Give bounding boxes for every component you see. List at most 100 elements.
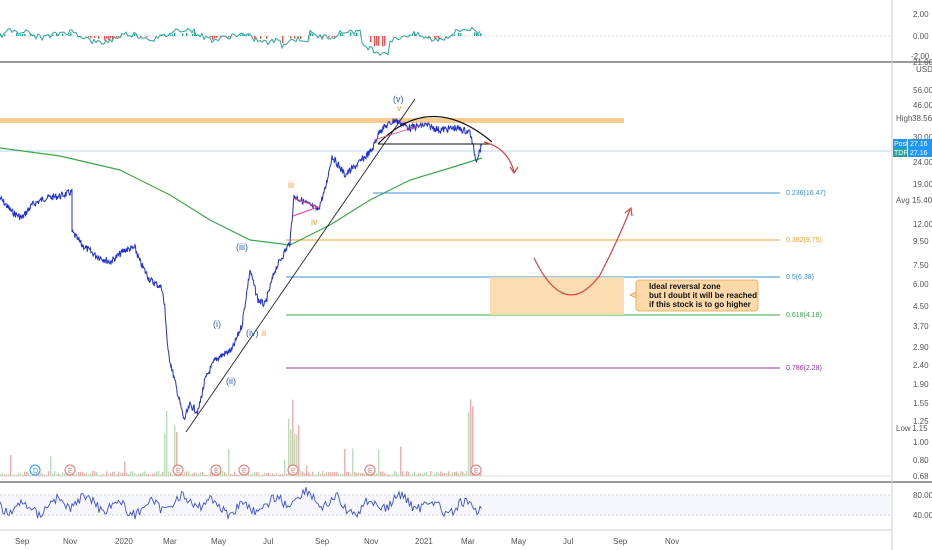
volume-bar <box>8 474 10 476</box>
volume-bar <box>308 472 310 476</box>
high-value: 38.56 <box>912 114 932 123</box>
volume-bar <box>450 474 452 476</box>
osc-bar <box>192 34 194 36</box>
volume-bar <box>290 429 292 476</box>
volume-bar <box>230 474 232 476</box>
resistance-band <box>0 118 624 123</box>
volume-bar <box>20 474 22 476</box>
volume-bar <box>210 472 212 476</box>
volume-bar <box>130 471 132 476</box>
osc-bar <box>342 34 344 36</box>
osc-bar <box>370 36 372 43</box>
osc-bar <box>112 36 114 40</box>
annotation-line-1: Ideal reversal zone <box>649 282 721 291</box>
x-tick-label: Nov <box>63 537 77 546</box>
x-tick-label: Jul <box>563 537 573 546</box>
volume-bar <box>120 472 122 476</box>
volume-bar <box>226 473 228 476</box>
volume-bar <box>112 471 114 476</box>
event-marker[interactable] <box>29 464 41 476</box>
event-marker[interactable] <box>64 464 76 476</box>
annotation-box[interactable] <box>635 279 759 312</box>
price-tick-label: 1.25 <box>913 417 929 426</box>
volume-bar <box>194 472 196 476</box>
tdf-badge <box>893 148 907 157</box>
volume-bar <box>110 473 112 476</box>
volume-bar <box>380 471 382 476</box>
price-tick-label: 4.50 <box>913 302 929 311</box>
volume-bar <box>136 474 138 476</box>
tdf-value: 27.16 <box>910 150 928 157</box>
volume-bar <box>228 448 230 476</box>
x-tick-label: Nov <box>364 537 378 546</box>
volume-bar <box>292 399 294 476</box>
volume-bar <box>10 455 12 476</box>
volume-bar <box>378 449 380 476</box>
event-marker-label: E <box>242 468 247 475</box>
osc-bar <box>354 34 356 36</box>
volume-bar <box>118 471 120 476</box>
wedge-pattern <box>292 197 320 217</box>
event-marker[interactable] <box>238 464 250 476</box>
wave-label-orange-ii: ii <box>262 328 266 338</box>
event-marker-label: D <box>33 468 38 475</box>
event-marker[interactable] <box>172 464 184 476</box>
volume-bar <box>464 473 466 476</box>
event-marker[interactable] <box>287 464 299 476</box>
tdf-label: TDF <box>894 150 908 157</box>
wave-label-iii: (iii) <box>236 242 248 252</box>
osc-bar <box>350 32 352 36</box>
osc-bar <box>294 36 296 39</box>
volume-bar <box>396 471 398 476</box>
down-arrow-head <box>509 166 519 175</box>
volume-bar <box>16 474 18 476</box>
volume-bar <box>86 472 88 476</box>
volume-bar <box>478 474 480 476</box>
volume-bar <box>406 471 408 476</box>
volume-bar <box>132 471 134 476</box>
volume-bar <box>142 471 144 476</box>
volume-bar <box>434 473 436 476</box>
annotation-line-3: if this stock is to go higher <box>649 300 751 309</box>
event-marker[interactable] <box>470 464 482 476</box>
fib-label-236: 0.236(16.47) <box>786 190 826 197</box>
volume-bar <box>218 473 220 476</box>
osc-bar <box>116 36 118 38</box>
price-tick-label: 2.40 <box>913 361 929 370</box>
price-tick-label: 30.00 <box>913 133 932 142</box>
volume-bar <box>122 472 124 476</box>
volume-bar <box>162 471 164 476</box>
volume-bar <box>462 471 464 476</box>
volume-bar <box>64 473 66 476</box>
price-tick-label: 3.70 <box>913 322 929 331</box>
volume-bar <box>248 472 250 476</box>
event-marker[interactable] <box>210 464 222 476</box>
osc-line <box>0 26 481 56</box>
osc-bar <box>228 36 230 38</box>
osc-bar <box>32 35 34 36</box>
volume-bar <box>246 473 248 476</box>
chart-background <box>0 0 892 550</box>
volume-bar <box>328 472 330 476</box>
avg-label: Avg <box>896 196 910 205</box>
volume-bar <box>460 471 462 476</box>
volume-bar <box>144 471 146 476</box>
volume-bar <box>124 461 126 476</box>
event-marker[interactable] <box>364 464 376 476</box>
volume-bar <box>26 471 28 476</box>
volume-bar <box>262 474 264 476</box>
price-tick-label: 46.00 <box>913 101 932 110</box>
volume-bar <box>208 474 210 476</box>
post-value-badge <box>908 139 932 148</box>
volume-bar <box>52 473 54 476</box>
osc-bar <box>260 36 262 39</box>
volume-bar <box>92 471 94 476</box>
osc-bar <box>434 36 436 39</box>
osc-bar <box>140 36 142 38</box>
x-tick-label: Sep <box>15 537 30 546</box>
osc-bar <box>240 34 242 36</box>
volume-bar <box>408 471 410 476</box>
volume-bar <box>14 474 16 476</box>
